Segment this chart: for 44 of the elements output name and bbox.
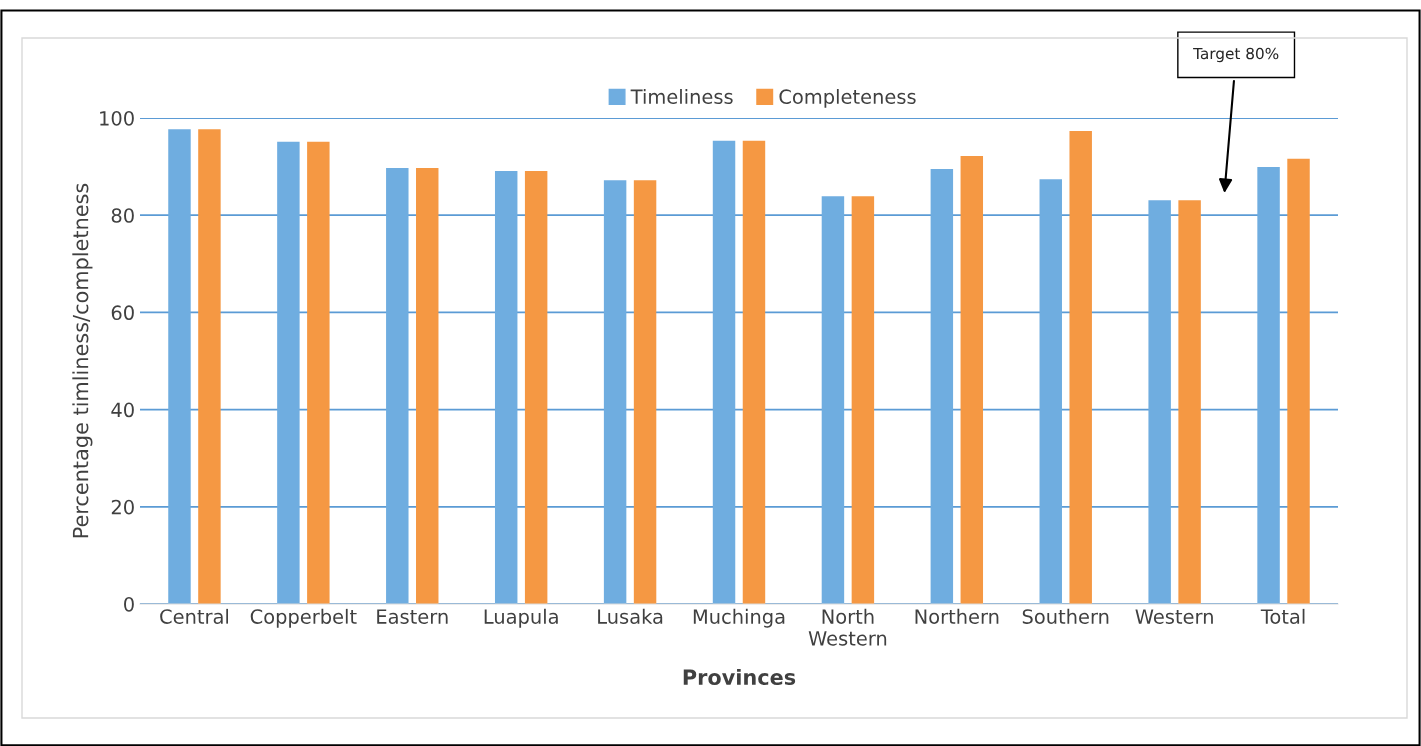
- legend-label: Timeliness: [630, 88, 733, 105]
- bar: [307, 141, 330, 604]
- y-tick-label: 40: [111, 402, 134, 418]
- bar: [742, 140, 766, 604]
- y-tick-label: 100: [100, 110, 134, 126]
- x-tick-label: Southern: [1022, 608, 1109, 624]
- y-tick-label: 60: [111, 305, 134, 321]
- bar: [712, 140, 736, 604]
- bar: [386, 168, 409, 604]
- bar: [930, 169, 954, 604]
- bar: [494, 170, 518, 604]
- bar: [416, 168, 439, 604]
- x-tick-label: Muchinga: [693, 608, 785, 628]
- legend-label: Completeness: [779, 88, 916, 108]
- bar: [1039, 179, 1062, 604]
- bar: [1148, 200, 1171, 604]
- bar: [1257, 167, 1280, 604]
- bar: [1069, 131, 1092, 604]
- bar: [960, 155, 984, 604]
- bar: [524, 170, 548, 604]
- x-tick-label: Luapula: [484, 608, 558, 628]
- x-tick-label: Western: [1135, 609, 1213, 624]
- y-tick-label: 0: [124, 596, 134, 612]
- bar: [198, 129, 221, 604]
- x-tick-label: Eastern: [377, 609, 448, 624]
- x-tick-label: Lusaka: [598, 608, 663, 624]
- y-axis-title: Percentage timliness/completness: [72, 183, 93, 538]
- x-axis-title: Provinces: [683, 668, 796, 686]
- y-tick-label: 80: [111, 208, 134, 223]
- bar: [633, 180, 657, 604]
- x-tick-label: Northern: [915, 608, 999, 624]
- bar: [1178, 200, 1201, 604]
- bar: [603, 180, 627, 604]
- text: Target 80%: [1193, 47, 1279, 63]
- y-tick-label: 20: [111, 499, 134, 515]
- bar: [851, 196, 875, 604]
- x-tick-label: North Western: [808, 608, 887, 646]
- bar: [821, 196, 845, 604]
- bar: [277, 141, 300, 604]
- x-tick-label: Copperbelt: [250, 608, 357, 628]
- x-tick-label: Total: [1260, 608, 1305, 624]
- bar: [168, 129, 191, 604]
- x-tick-label: Central: [160, 608, 229, 624]
- bar: [1287, 158, 1310, 604]
